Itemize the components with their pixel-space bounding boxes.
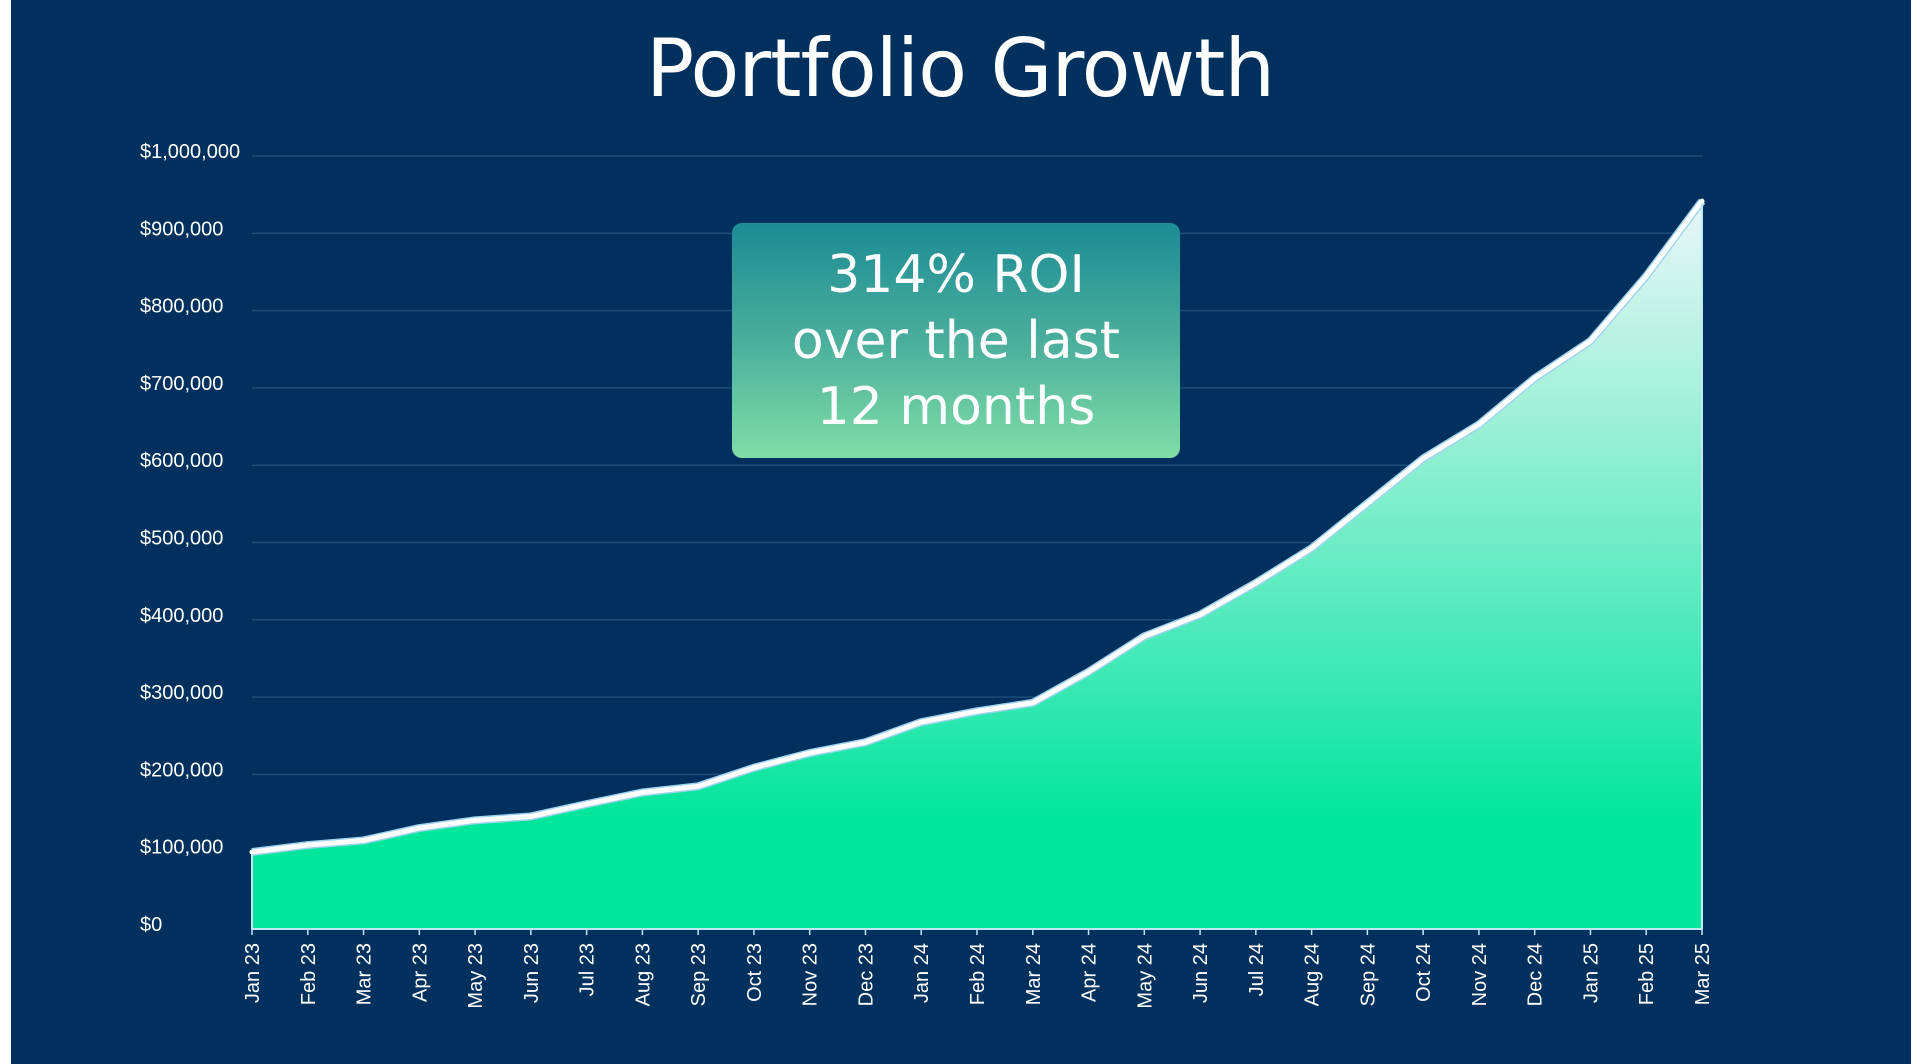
x-tick-label: Jan 25	[1580, 943, 1602, 1003]
data-point	[1587, 338, 1593, 344]
x-tick-label: Dec 23	[855, 943, 877, 1006]
data-point	[1643, 273, 1649, 279]
x-tick-label: Mar 23	[354, 943, 376, 1005]
data-point	[1476, 422, 1482, 428]
data-point	[1420, 456, 1426, 462]
data-point	[528, 813, 534, 819]
x-tick-label: Oct 24	[1413, 943, 1435, 1002]
x-tick-label: Feb 25	[1636, 943, 1658, 1005]
data-point	[751, 765, 757, 771]
data-point	[695, 783, 701, 789]
data-point	[472, 817, 478, 823]
x-tick-label: Nov 23	[800, 943, 822, 1006]
data-point	[1699, 198, 1705, 204]
x-tick-label: Jul 24	[1246, 943, 1268, 996]
x-tick-label: Mar 25	[1692, 943, 1714, 1005]
x-tick-label: Sep 23	[688, 943, 710, 1006]
x-tick-label: Jul 23	[577, 943, 599, 996]
data-point	[807, 750, 813, 756]
y-tick-label: $0	[140, 914, 162, 936]
data-point	[1253, 580, 1259, 586]
data-point	[1532, 375, 1538, 381]
x-tick-label: Oct 23	[744, 943, 766, 1002]
x-tick-label: Aug 24	[1302, 943, 1324, 1006]
x-tick-label: Jun 24	[1190, 943, 1212, 1003]
x-tick-label: Nov 24	[1469, 943, 1491, 1006]
x-tick-label: Apr 24	[1079, 943, 1101, 1002]
y-tick-label: $100,000	[140, 837, 223, 859]
callout-line-3: 12 months	[816, 376, 1096, 437]
y-tick-label: $600,000	[140, 450, 223, 472]
data-point	[1364, 500, 1370, 506]
x-tick-label: Apr 23	[409, 943, 431, 1002]
data-point	[918, 719, 924, 725]
x-tick-label: Mar 24	[1023, 943, 1045, 1005]
data-point	[862, 739, 868, 745]
data-point	[1309, 545, 1315, 551]
area-fill	[252, 203, 1702, 929]
roi-callout: 314% ROI over the last 12 months	[732, 223, 1180, 458]
y-tick-label: $800,000	[140, 296, 223, 318]
data-point	[361, 837, 367, 843]
x-tick-label: Jan 23	[242, 943, 264, 1003]
data-point	[1086, 669, 1092, 675]
x-tick-label: Sep 24	[1357, 943, 1379, 1006]
y-tick-label: $300,000	[140, 682, 223, 704]
x-tick-label: Dec 24	[1525, 943, 1547, 1006]
data-point	[1141, 633, 1147, 639]
chart-title: Portfolio Growth	[645, 22, 1275, 115]
x-tick-label: Jun 23	[521, 943, 543, 1003]
x-tick-label: May 24	[1134, 943, 1156, 1009]
x-tick-label: Feb 23	[298, 943, 320, 1005]
data-point	[1030, 700, 1036, 706]
callout-line-2: over the last	[791, 310, 1121, 371]
data-point	[1197, 612, 1203, 618]
data-point	[639, 789, 645, 795]
x-tick-label: Aug 23	[632, 943, 654, 1006]
callout-line-1: 314% ROI	[827, 244, 1085, 305]
data-point	[305, 842, 311, 848]
x-tick-label: Feb 24	[967, 943, 989, 1005]
y-tick-label: $1,000,000	[140, 141, 240, 163]
y-tick-label: $400,000	[140, 605, 223, 627]
data-point	[416, 825, 422, 831]
x-tick-label: Jan 24	[911, 943, 933, 1003]
y-tick-label: $700,000	[140, 373, 223, 395]
y-tick-label: $200,000	[140, 759, 223, 781]
y-tick-label: $500,000	[140, 528, 223, 550]
data-point	[249, 849, 255, 855]
y-tick-label: $900,000	[140, 218, 223, 240]
data-point	[974, 708, 980, 714]
x-tick-label: May 23	[465, 943, 487, 1009]
data-point	[584, 801, 590, 807]
